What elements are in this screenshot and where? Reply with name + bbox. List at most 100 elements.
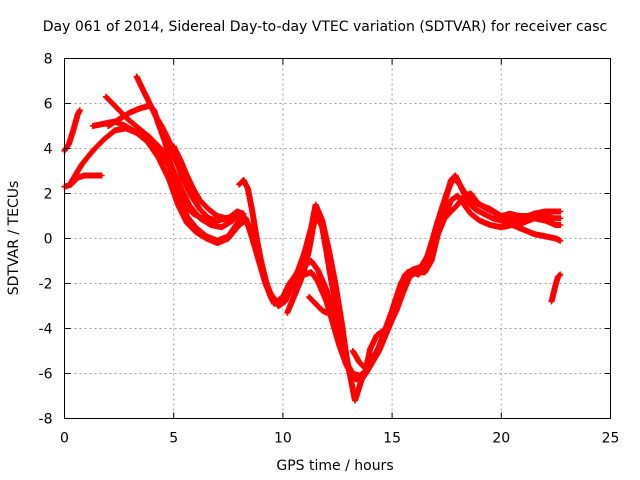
data-point	[360, 379, 363, 382]
data-point	[532, 217, 536, 220]
x-tick-label: 10	[274, 431, 292, 447]
data-point	[334, 300, 337, 303]
data-point	[373, 356, 376, 359]
data-point	[349, 376, 352, 380]
data-point	[220, 226, 223, 229]
data-point	[458, 183, 461, 186]
y-tick-label: 2	[44, 187, 53, 203]
data-point	[310, 259, 313, 263]
data-point	[211, 219, 215, 222]
data-point	[471, 201, 475, 204]
data-point	[535, 212, 538, 215]
plus-markers	[61, 172, 105, 190]
data-point	[310, 271, 313, 274]
data-point	[338, 322, 341, 326]
data-point	[299, 280, 302, 283]
data-point	[508, 212, 512, 215]
data-point	[115, 106, 119, 110]
data-point	[135, 75, 138, 78]
data-point	[192, 187, 195, 191]
series-track-5	[103, 93, 564, 404]
series-track-12	[349, 190, 564, 372]
data-point	[559, 273, 562, 276]
data-point	[124, 124, 127, 128]
data-points	[61, 73, 564, 404]
data-point	[443, 217, 446, 220]
data-point	[314, 203, 317, 206]
data-point	[181, 176, 184, 179]
y-tick-label: -8	[39, 412, 53, 428]
data-point	[325, 289, 328, 292]
data-point	[375, 334, 378, 337]
data-point	[292, 295, 295, 299]
data-point	[552, 291, 555, 294]
data-point	[238, 223, 241, 227]
data-point	[456, 203, 459, 206]
data-point	[559, 217, 562, 220]
data-point	[554, 282, 558, 285]
data-point	[521, 228, 525, 231]
data-point	[369, 347, 372, 350]
data-point	[297, 268, 300, 272]
data-point	[179, 158, 182, 161]
data-point	[209, 223, 212, 227]
data-point	[526, 214, 529, 218]
data-point	[382, 329, 385, 332]
data-point	[491, 217, 494, 220]
data-point	[482, 212, 485, 215]
data-point	[303, 266, 306, 269]
data-point	[469, 212, 472, 215]
series-track-11	[306, 294, 330, 316]
data-point	[176, 187, 180, 191]
data-point	[449, 199, 453, 202]
data-point	[554, 223, 558, 227]
data-point	[456, 194, 459, 197]
axis-ticks: 0 5 10 15 20 25 -8 -6 -4 -2 0 2 4 6 8	[39, 52, 620, 447]
data-point	[469, 192, 472, 195]
data-point	[408, 275, 411, 278]
data-point	[255, 237, 258, 240]
data-point	[500, 226, 503, 229]
series-track-3	[68, 125, 564, 379]
data-point	[452, 176, 455, 179]
y-tick-label: -4	[39, 322, 53, 338]
chart-title: Day 061 of 2014, Sidereal Day-to-day VTE…	[43, 19, 607, 35]
data-point	[543, 219, 547, 222]
series-track-8	[170, 143, 238, 222]
grid	[64, 58, 611, 419]
plus-markers	[548, 271, 564, 305]
data-point	[277, 302, 280, 305]
data-point	[552, 217, 555, 220]
data-point	[316, 268, 319, 272]
data-point	[338, 345, 341, 348]
data-point	[72, 129, 75, 132]
data-point	[316, 280, 319, 283]
series-track-9	[236, 177, 278, 307]
data-point	[388, 322, 392, 326]
data-point	[251, 237, 254, 240]
data-point	[399, 282, 402, 285]
y-tick-label: 8	[44, 52, 53, 68]
data-point	[104, 95, 108, 99]
data-point	[168, 140, 171, 143]
data-point	[146, 140, 149, 143]
data-point	[83, 174, 86, 177]
data-point	[312, 223, 315, 227]
data-point	[491, 210, 494, 213]
data-point	[235, 210, 239, 213]
data-point	[559, 223, 562, 227]
data-point	[554, 210, 558, 213]
data-point	[185, 174, 188, 177]
data-point	[430, 259, 433, 263]
data-point	[135, 131, 138, 134]
data-point	[91, 124, 95, 128]
data-point	[174, 158, 178, 161]
data-point	[500, 214, 503, 218]
data-point	[157, 122, 160, 126]
data-point	[463, 194, 466, 197]
data-point	[283, 295, 287, 299]
data-point	[543, 214, 547, 218]
data-point	[194, 230, 197, 233]
y-axis-label: SDTVAR / TECUs	[6, 181, 22, 296]
data-point	[168, 178, 171, 182]
